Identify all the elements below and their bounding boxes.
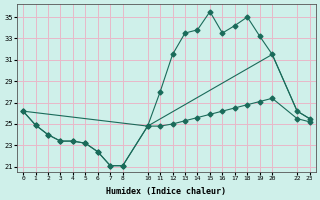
X-axis label: Humidex (Indice chaleur): Humidex (Indice chaleur) [106,187,226,196]
